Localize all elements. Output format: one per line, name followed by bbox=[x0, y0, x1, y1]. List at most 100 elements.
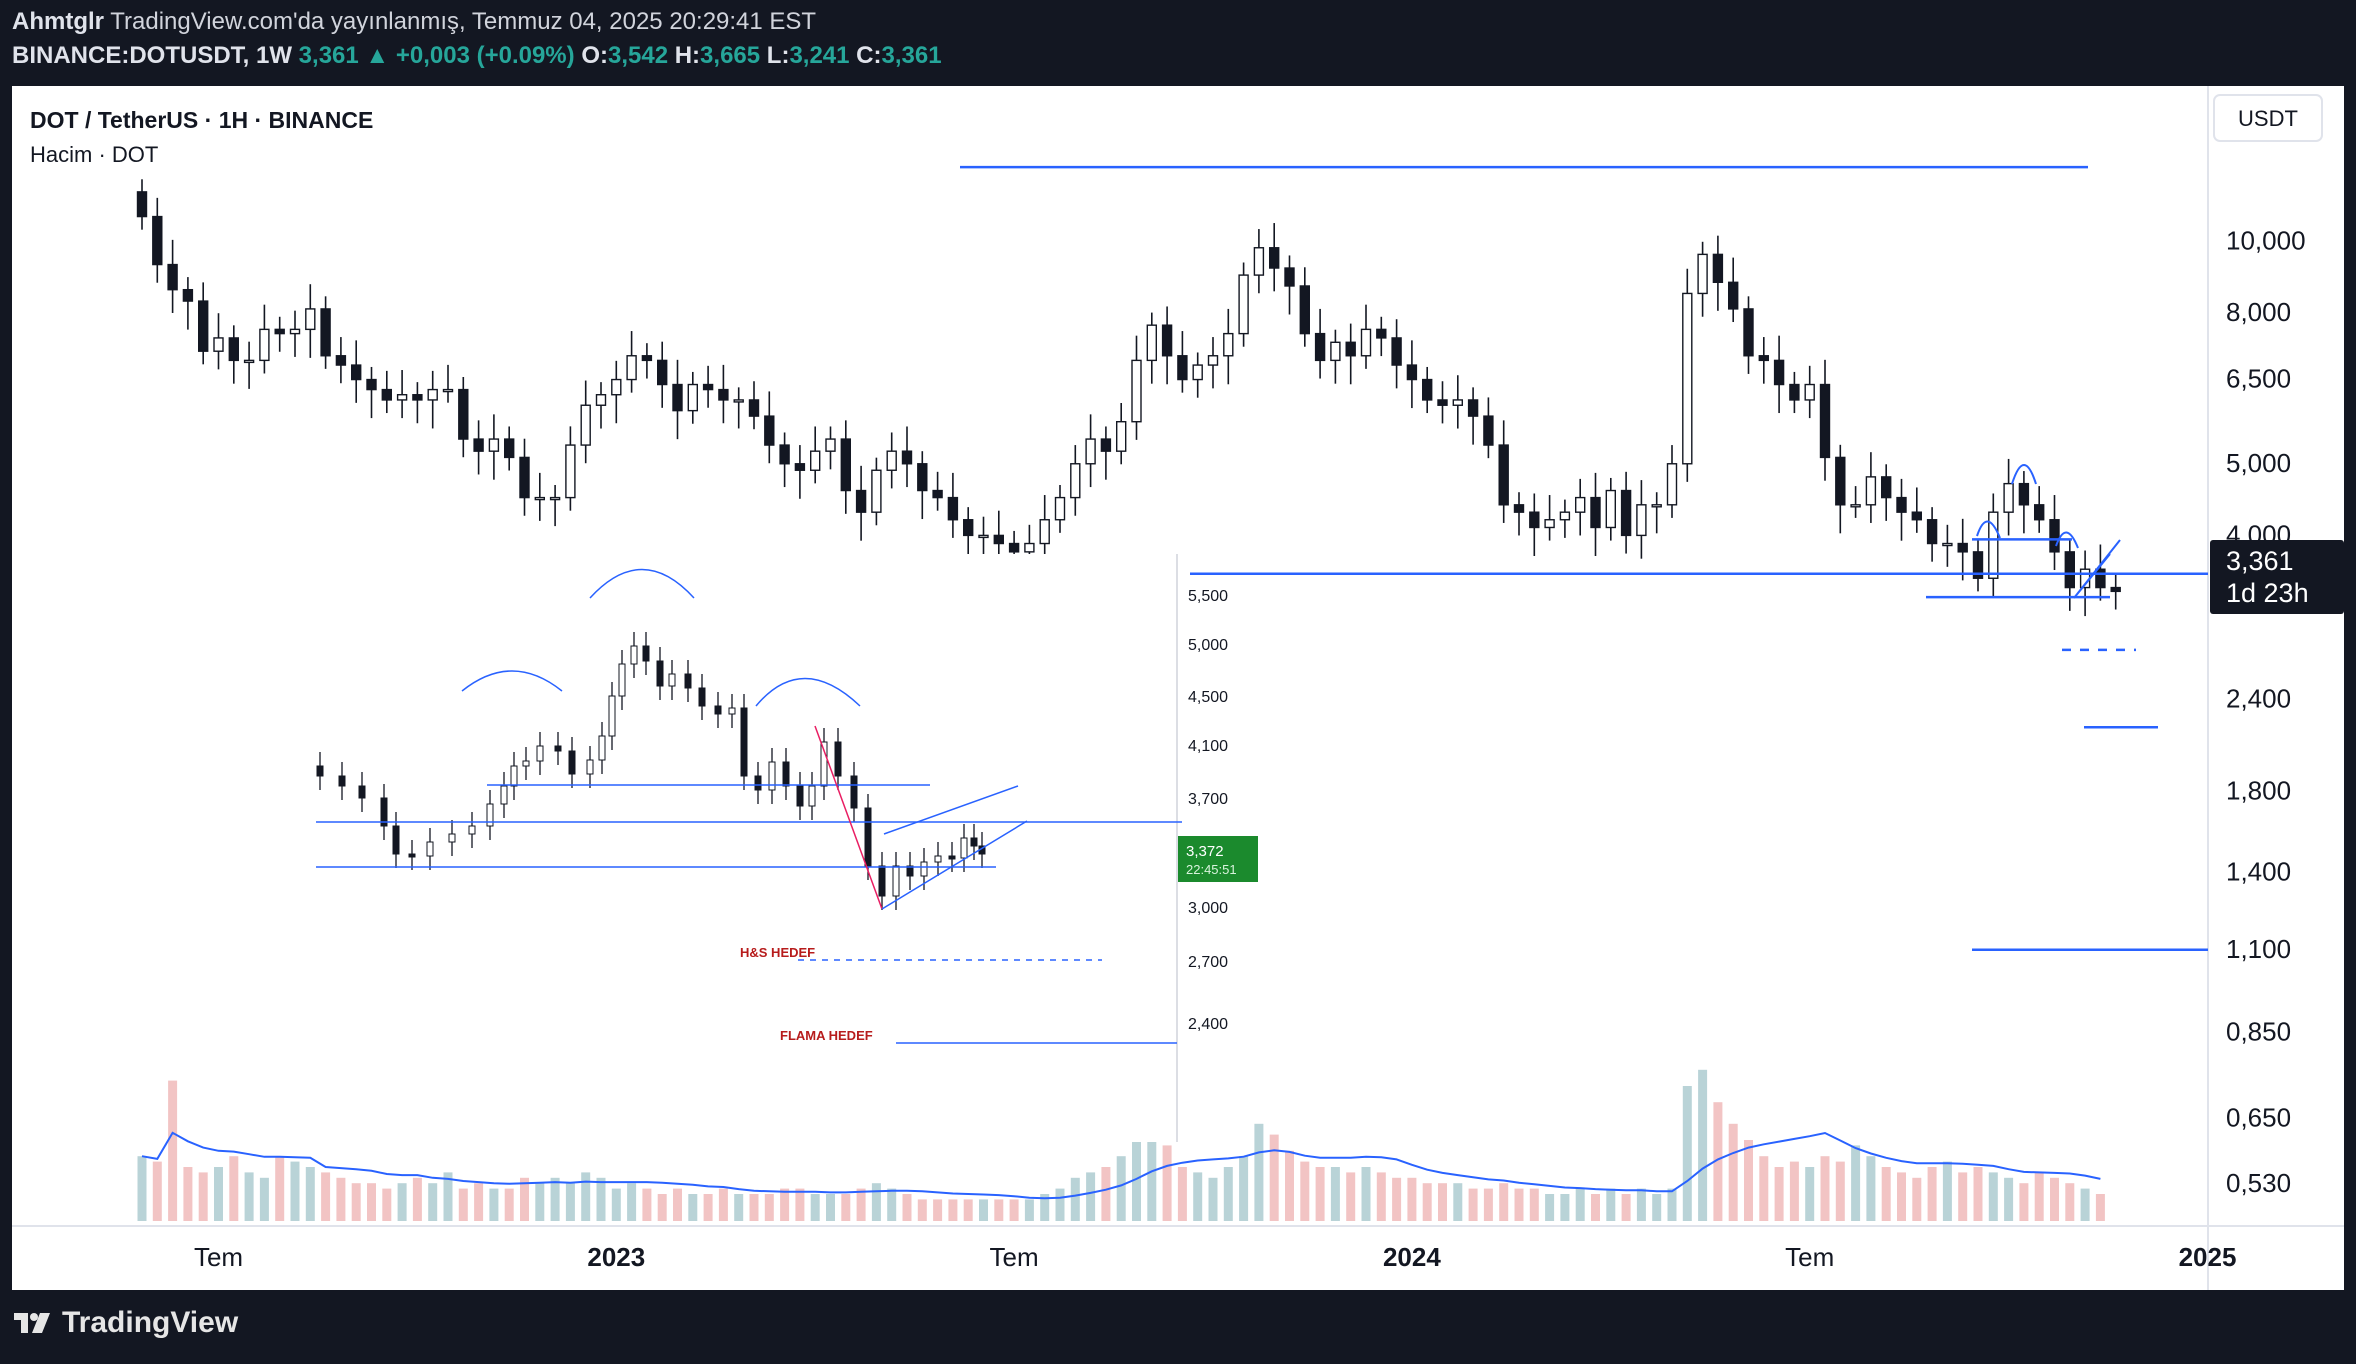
candle-up bbox=[580, 404, 591, 446]
candle-up bbox=[1574, 496, 1586, 513]
open-label: O: bbox=[581, 42, 608, 69]
candle-up bbox=[1666, 463, 1678, 506]
inset-candle-body bbox=[630, 645, 638, 665]
candle-down bbox=[748, 399, 760, 417]
price-tick: 10,000 bbox=[2226, 225, 2306, 255]
time-tick: Tem bbox=[1785, 1242, 1834, 1272]
volume-bar bbox=[2080, 1188, 2090, 1221]
candle-down bbox=[947, 496, 959, 521]
chart-area[interactable]: 5,500 5,000 4,500 4,100 3,700 3,000 2,700 2,400… bbox=[12, 86, 2344, 1290]
volume-bar bbox=[1162, 1145, 1172, 1221]
hourly-inset[interactable]: 5,500 5,000 4,500 4,100 3,700 3,000 2,700 2,400… bbox=[308, 554, 1258, 1142]
volume-bar bbox=[1912, 1177, 1922, 1221]
inset-candle-body bbox=[684, 673, 692, 689]
volume-bar bbox=[841, 1194, 851, 1221]
symbol-info: BINANCE:DOTUSDT, 1W 3,361 ▲ +0,003 (+0.0… bbox=[12, 42, 942, 70]
inset-candle-body bbox=[768, 761, 776, 791]
author-name[interactable]: Ahmtglr bbox=[12, 8, 104, 35]
volume-bar bbox=[1285, 1150, 1294, 1221]
inset-candle-body bbox=[586, 759, 594, 775]
volume-bar bbox=[1820, 1156, 1830, 1221]
candle-down bbox=[641, 355, 653, 362]
inset-candle-body bbox=[920, 861, 928, 877]
current-price-tag bbox=[2210, 540, 2344, 614]
candle-up bbox=[1804, 383, 1815, 401]
candle-down bbox=[1972, 551, 1984, 579]
volume-bar bbox=[2019, 1183, 2029, 1221]
volume-bar bbox=[2034, 1172, 2044, 1221]
inset-candle-body bbox=[714, 705, 722, 715]
volume-bar bbox=[1407, 1177, 1417, 1221]
candle-down bbox=[1161, 324, 1173, 357]
candle-down bbox=[1896, 496, 1907, 513]
volume-bar bbox=[1208, 1177, 1218, 1221]
candle-down bbox=[855, 489, 867, 513]
inset-current-price: 3,372 bbox=[1186, 843, 1224, 860]
candle-down bbox=[1421, 378, 1433, 401]
volume-bar bbox=[1606, 1188, 1616, 1221]
pennant-lines bbox=[2073, 539, 2121, 599]
candle-down bbox=[1819, 383, 1831, 459]
inset-candle-body bbox=[468, 825, 476, 835]
volume-bar bbox=[902, 1194, 912, 1221]
inset-candle-body bbox=[500, 785, 508, 805]
inset-price-axis: 5,500 5,000 4,500 4,100 3,700 3,000 2,700 2,400 bbox=[1188, 588, 1228, 1033]
volume-ma-line bbox=[141, 1131, 2101, 1200]
candle-down bbox=[794, 463, 806, 471]
volume-bar bbox=[1422, 1183, 1432, 1221]
hs-target-label: H&S HEDEF bbox=[740, 945, 815, 960]
close-value: 3,361 bbox=[881, 42, 942, 69]
candle-down bbox=[1008, 542, 1020, 553]
volume-bar bbox=[1560, 1194, 1570, 1221]
candle-down bbox=[2064, 551, 2076, 589]
candle-up bbox=[289, 328, 301, 335]
tradingview-logo[interactable]: TradingView bbox=[14, 1306, 238, 1340]
currency-label[interactable]: USDT bbox=[2238, 106, 2298, 131]
candle-down bbox=[1911, 511, 1923, 521]
candle-up bbox=[1605, 489, 1617, 529]
inset-candle-body bbox=[960, 837, 968, 859]
volume-bar bbox=[948, 1199, 958, 1221]
volume-bar bbox=[244, 1172, 254, 1221]
inset-head-arc bbox=[589, 568, 695, 599]
inset-candle-body bbox=[850, 775, 858, 809]
chart-canvas[interactable]: 5,500 5,000 4,500 4,100 3,700 3,000 2,700 2,400… bbox=[12, 86, 2344, 1290]
candle-up bbox=[825, 438, 836, 452]
volume-bar bbox=[1835, 1161, 1845, 1221]
volume-bar bbox=[1667, 1188, 1677, 1221]
candle-down bbox=[1926, 519, 1938, 545]
candle-down bbox=[2033, 504, 2045, 521]
volume-bar bbox=[198, 1172, 208, 1221]
currency-button[interactable] bbox=[2213, 94, 2323, 142]
candle-down bbox=[366, 378, 377, 391]
candle-down bbox=[764, 415, 775, 446]
legend-volume[interactable]: Hacim · DOT bbox=[30, 142, 158, 167]
inset-candle-body bbox=[568, 750, 576, 775]
volume-bar bbox=[795, 1188, 805, 1221]
volume-bar bbox=[627, 1183, 637, 1221]
legend-title[interactable]: DOT / TetherUS · 1H · BINANCE bbox=[30, 107, 373, 133]
candle-down bbox=[1498, 444, 1509, 506]
symbol-name[interactable]: BINANCE:DOTUSDT, 1W bbox=[12, 42, 292, 69]
volume-bar bbox=[1805, 1167, 1815, 1221]
inset-candle-body bbox=[598, 735, 606, 761]
candle-down bbox=[136, 191, 148, 218]
price-tick: 0,650 bbox=[2226, 1103, 2291, 1133]
candle-up bbox=[1988, 511, 1999, 579]
candle-down bbox=[1299, 285, 1311, 335]
volume-bar bbox=[1239, 1156, 1249, 1221]
volume-bar bbox=[321, 1172, 331, 1221]
time-tick: 2025 bbox=[2179, 1242, 2237, 1272]
price-tick: 0,850 bbox=[2226, 1017, 2291, 1047]
candle-down bbox=[718, 388, 729, 401]
volume-bar bbox=[1361, 1167, 1371, 1221]
inset-candle-body bbox=[808, 785, 816, 807]
candle-up bbox=[488, 438, 500, 452]
left-shoulder-arc bbox=[1976, 520, 2001, 539]
inset-candle-body bbox=[668, 673, 676, 687]
candle-down bbox=[1467, 399, 1479, 417]
volume-bar bbox=[1713, 1102, 1723, 1221]
candle-down bbox=[963, 519, 974, 537]
candle-up bbox=[1024, 542, 1035, 553]
last-price: 3,361 bbox=[298, 42, 359, 69]
